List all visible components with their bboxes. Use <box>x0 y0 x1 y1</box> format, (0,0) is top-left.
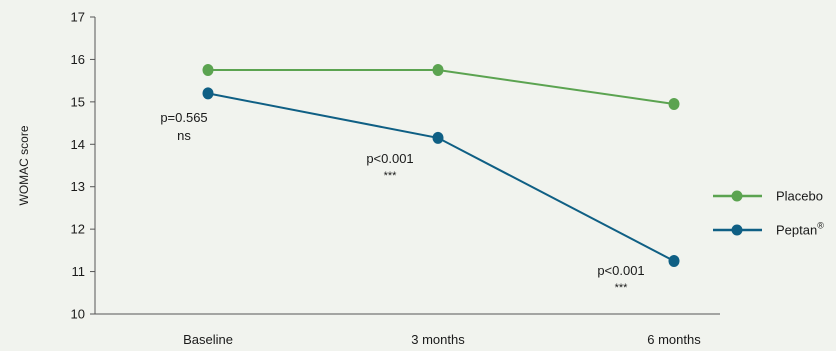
y-tick-label: 17 <box>71 10 85 25</box>
p-value-label: p<0.001 <box>366 151 413 166</box>
y-tick-label: 12 <box>71 222 85 237</box>
y-tick-label: 15 <box>71 94 85 109</box>
data-point-placebo <box>432 64 444 77</box>
data-point-peptan <box>202 87 214 100</box>
y-ticks: 10 11 12 13 14 15 16 17 <box>71 10 95 322</box>
data-point-placebo <box>668 97 680 110</box>
annotation: p<0.001 *** <box>366 151 413 182</box>
y-axis-title: WOMAC score <box>17 125 31 205</box>
y-tick-label: 10 <box>71 307 85 322</box>
axes <box>94 17 720 315</box>
legend: Placebo Peptan® <box>713 189 824 238</box>
series-peptan <box>202 87 680 267</box>
legend-item-placebo: Placebo <box>713 189 823 204</box>
y-tick-label: 16 <box>71 52 85 67</box>
x-tick-label: Baseline <box>183 332 233 347</box>
significance-label: *** <box>615 282 629 294</box>
annotation: p<0.001 *** <box>597 263 644 294</box>
x-tick-label: 6 months <box>647 332 701 347</box>
series-placebo <box>202 64 680 110</box>
y-tick-label: 11 <box>72 264 86 279</box>
annotation: p=0.565 ns <box>160 110 207 143</box>
y-tick-label: 13 <box>71 179 85 194</box>
significance-label: *** <box>384 170 398 182</box>
x-tick-label: 3 months <box>411 332 465 347</box>
p-value-label: p<0.001 <box>597 263 644 278</box>
legend-item-peptan: Peptan® <box>713 221 824 238</box>
y-tick-label: 14 <box>71 137 85 152</box>
data-point-placebo <box>202 64 214 77</box>
series-layer <box>202 64 680 267</box>
legend-label: Placebo <box>776 189 823 204</box>
legend-swatch-marker <box>731 190 743 202</box>
legend-label: Peptan® <box>776 221 824 238</box>
x-ticks: Baseline 3 months 6 months <box>183 332 701 347</box>
significance-label: ns <box>177 128 191 143</box>
annotations: p=0.565 ns p<0.001 *** p<0.001 *** <box>160 110 644 294</box>
p-value-label: p=0.565 <box>160 110 207 125</box>
data-point-peptan <box>668 254 680 267</box>
data-point-peptan <box>432 131 444 144</box>
legend-swatch-marker <box>731 224 743 236</box>
